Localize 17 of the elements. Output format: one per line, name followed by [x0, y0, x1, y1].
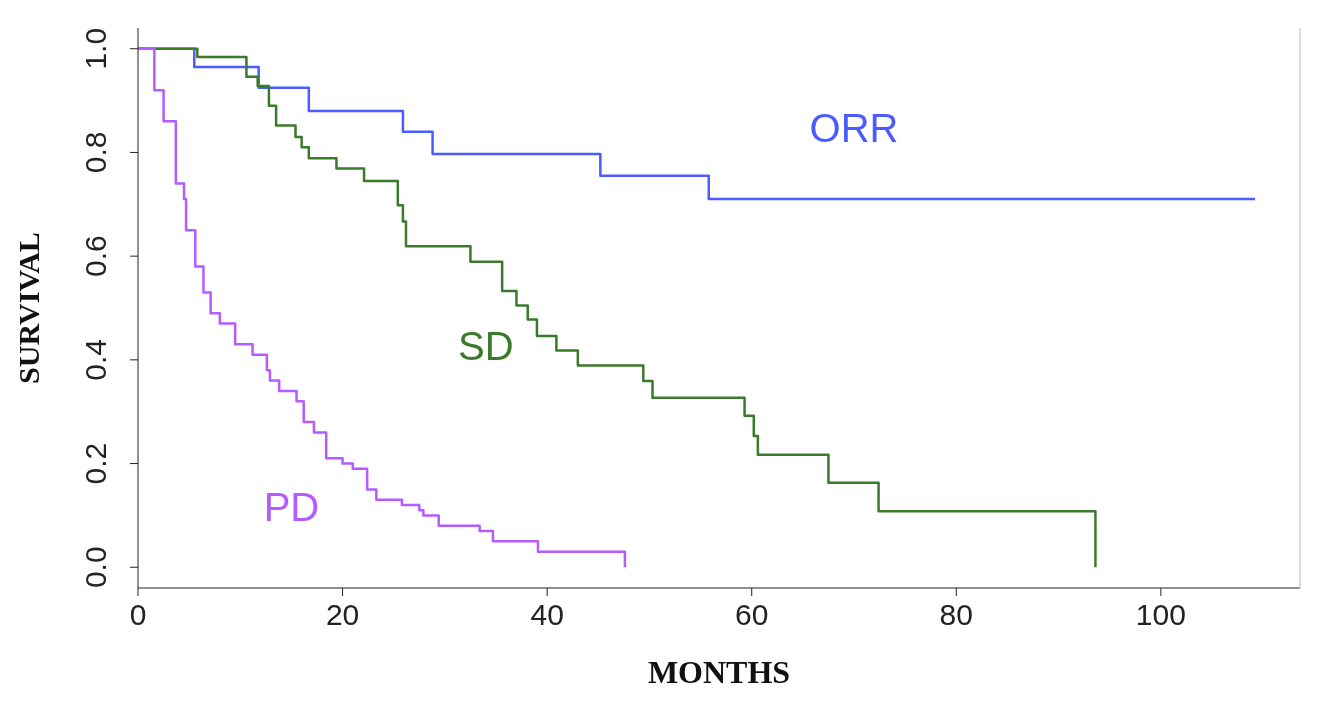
series-label: ORR — [809, 106, 899, 151]
x-tick-label: 40 — [530, 598, 564, 632]
x-tick-label: 60 — [735, 598, 769, 632]
x-tick-label: 20 — [325, 598, 360, 632]
y-tick-label: 0.0 — [79, 546, 112, 589]
y-axis-title: SURVIVAL — [11, 232, 45, 384]
y-tick-label: 0.2 — [79, 442, 112, 485]
x-tick-label: 0 — [129, 598, 147, 632]
y-tick-label: 1.0 — [79, 27, 112, 70]
x-tick-label: 80 — [939, 598, 973, 632]
series-label: PD — [263, 484, 320, 529]
y-tick-label: 0.4 — [79, 338, 112, 381]
x-tick-label: 100 — [1135, 598, 1186, 632]
series-label: SD — [457, 323, 514, 368]
y-tick-label: 0.6 — [79, 235, 112, 278]
x-axis-title: MONTHS — [647, 654, 791, 690]
y-tick-label: 0.8 — [79, 131, 112, 174]
